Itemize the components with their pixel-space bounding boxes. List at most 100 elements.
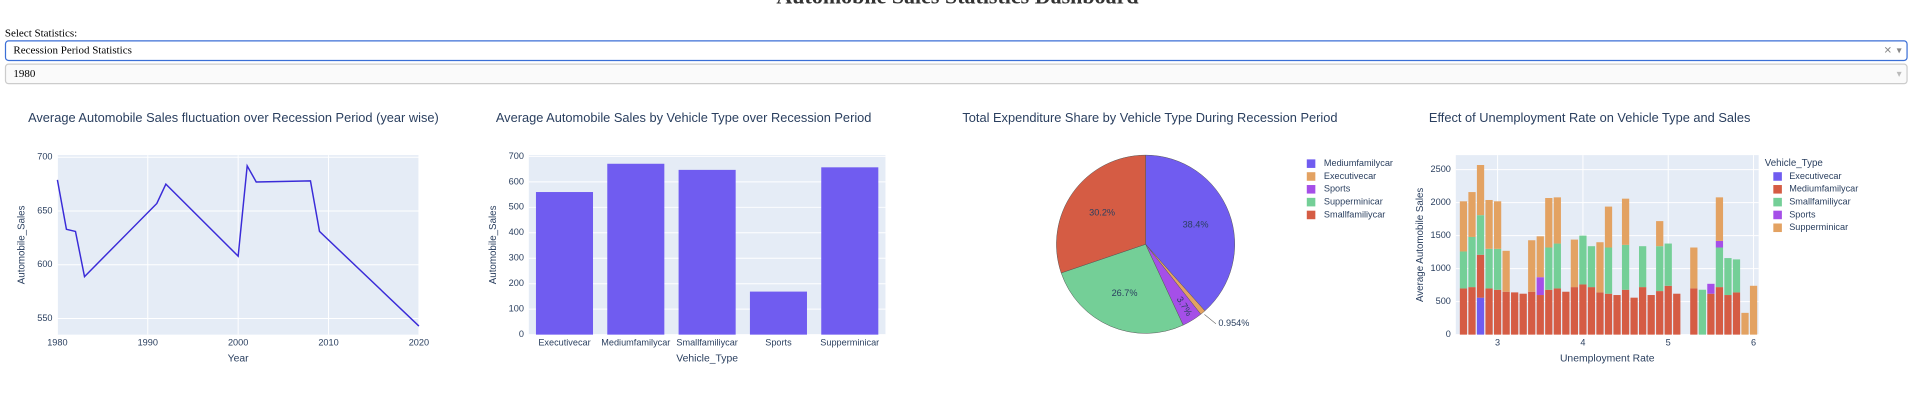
y-tick-label: 700 [509,151,524,161]
bar-segment [1596,242,1604,293]
bar-segment [1647,295,1655,335]
pie-label: 30.2% [1089,208,1115,218]
y-axis-label: Average Automobile Sales [1415,188,1426,302]
label-leader [1204,314,1217,325]
bar-segment [1621,244,1630,290]
bar-segment [1707,283,1715,294]
bar-segment [1630,297,1638,335]
bar-segment [1604,247,1613,294]
bar-segment [1476,215,1485,255]
bar-segment [1528,291,1536,335]
bar-segment [1732,259,1741,293]
bar-segment [1485,199,1493,249]
legend-label: Smallfamiliycar [1789,197,1850,207]
legend-label: Sports [1324,184,1351,194]
y-tick-label: 0 [519,329,524,339]
y-tick-label: 2500 [1431,164,1451,174]
bar-segment [1459,251,1468,289]
bar-segment [1664,285,1672,335]
bar-segment [1545,198,1553,248]
y-tick-label: 700 [37,152,52,162]
pie-label: 26.7% [1112,288,1138,298]
bar-segment [1502,250,1510,292]
pie-label: 38.4% [1183,220,1209,230]
bar-segment [1536,236,1544,278]
x-tick-label: Sports [765,338,792,348]
pie-slice [1060,243,1184,334]
pie-slice [1145,154,1235,312]
bar-segment [1579,235,1587,285]
pie-slice [1056,154,1146,274]
bar-segment [1707,293,1715,335]
line [56,163,420,327]
y-axis-label: Automobile_Sales [16,205,27,284]
bar [678,169,736,335]
bar-segment [1519,293,1527,335]
bar-segment [1493,289,1502,335]
y-tick-label: 0 [1446,329,1451,339]
year-dropdown[interactable]: 1980 ▾ [4,63,1908,85]
x-tick-label: 1980 [47,338,67,348]
y-tick-label: 200 [509,278,524,288]
legend-label: Supperminicar [1789,222,1848,232]
bar-segment [1553,197,1561,244]
bar-segment [1468,236,1476,288]
bar-segment [1468,192,1476,237]
bar-segment [1476,297,1485,335]
legend-label: Smallfamiliycar [1324,209,1385,219]
bar-segment [1724,258,1732,296]
y-tick-label: 500 [1436,296,1451,306]
bar-segment [1724,295,1732,335]
bar-segment [1553,288,1561,335]
dropdown-icon[interactable]: ▾ [1896,68,1902,80]
bar-segment [1468,287,1476,335]
chart-title: Average Automobile Sales by Vehicle Type… [496,110,872,125]
x-tick-label: Executivecar [538,338,590,348]
x-axis-label: Unemployment Rate [1560,354,1655,365]
bar-segment [1476,254,1485,298]
x-tick-label: Mediumfamilycar [601,338,670,348]
x-tick-label: 5 [1666,338,1671,348]
bar-segment [1715,197,1724,241]
legend-swatch [1773,172,1782,181]
x-tick-label: Supperminicar [820,338,879,348]
y-tick-label: 1500 [1431,230,1451,240]
x-tick-label: 3 [1495,338,1500,348]
legend-label: Sports [1789,209,1816,219]
x-axis-label: Year [228,354,250,365]
legend-swatch [1306,197,1316,207]
bar-segment [1570,287,1579,335]
legend-swatch [1306,210,1316,220]
legend-label: Mediumfamilycar [1789,184,1858,194]
legend-swatch [1773,185,1782,194]
bar-segment [1656,291,1664,335]
x-tick-label: 1990 [138,338,158,348]
x-tick-label: Smallfamiliycar [676,338,737,348]
bar-segment [1502,291,1510,335]
bar-segment [1621,198,1630,245]
y-tick-label: 300 [509,253,524,263]
bar-segment [1587,246,1596,288]
statistics-dropdown[interactable]: Recession Period Statistics ✕ ▾ [4,40,1908,62]
bar-segment [1613,295,1621,335]
legend-label: Supperminicar [1324,197,1383,207]
y-tick-label: 550 [37,313,52,323]
x-tick-label: 2010 [318,338,338,348]
bar-segment [1476,165,1485,216]
bar-segment [1604,293,1613,335]
chart-title: Effect of Unemployment Rate on Vehicle T… [1429,110,1750,125]
dropdown-icons[interactable]: ✕ ▾ [1883,45,1902,57]
bar-segment [1715,287,1724,335]
y-tick-label: 2000 [1431,197,1451,207]
bar-segment [1562,291,1570,335]
bar-segment [1656,246,1664,292]
legend-title: Vehicle_Type [1765,158,1823,169]
bar-segment [1485,248,1493,289]
bar-segment [1579,284,1587,335]
bar-segment [1741,312,1749,335]
legend-swatch [1306,159,1316,168]
y-tick-label: 400 [509,227,524,237]
bar-segment [1604,206,1613,248]
